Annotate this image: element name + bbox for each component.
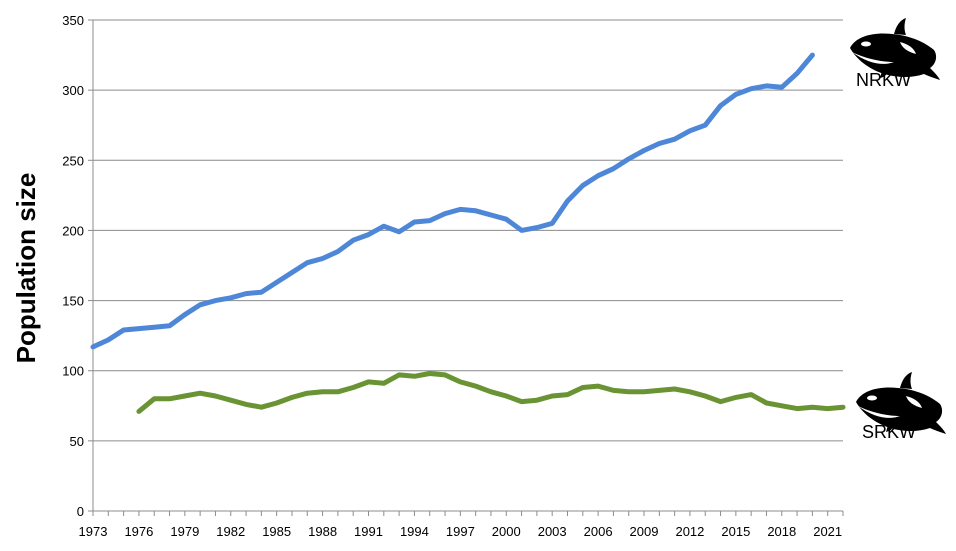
x-tick-label: 2021 (813, 524, 842, 539)
x-tick-label: 2018 (767, 524, 796, 539)
y-tick-labels: 0 50 100 150 200 250 300 350 (62, 13, 84, 519)
x-tick-label: 2009 (630, 524, 659, 539)
y-tick-label: 250 (62, 153, 84, 168)
y-tick-label: 50 (70, 434, 84, 449)
x-tick-label: 2015 (721, 524, 750, 539)
series-label-nrkw: NRKW (856, 70, 911, 90)
x-tick-label: 2006 (584, 524, 613, 539)
y-tick-label: 200 (62, 223, 84, 238)
x-tick-label: 1976 (124, 524, 153, 539)
y-axis-label: Population size (11, 173, 41, 364)
gridlines (93, 19, 843, 442)
y-tick-label: 350 (62, 13, 84, 28)
orca-icon-srkw (856, 372, 946, 434)
series-lines (90, 52, 846, 414)
series-line-nrkw (90, 52, 815, 350)
x-tick-label: 2000 (492, 524, 521, 539)
y-tick-label: 300 (62, 83, 84, 98)
x-tick-label: 1994 (400, 524, 429, 539)
x-tick-labels: 1973 1976 1979 1982 1985 1988 1991 1994 1997 2000… (79, 524, 843, 539)
axes (88, 19, 844, 516)
y-tick-label: 100 (62, 364, 84, 379)
x-tick-label: 1985 (262, 524, 291, 539)
x-tick-label: 1991 (354, 524, 383, 539)
x-tick-label: 2012 (675, 524, 704, 539)
orca-icon-nrkw (850, 18, 940, 80)
x-tick-label: 1973 (79, 524, 108, 539)
x-tick-label: 1982 (216, 524, 245, 539)
series-line-srkw (136, 371, 846, 414)
y-tick-label: 150 (62, 294, 84, 309)
x-tick-label: 1997 (446, 524, 475, 539)
series-label-srkw: SRKW (862, 422, 916, 442)
x-tick-label: 1979 (170, 524, 199, 539)
x-tick-label: 1988 (308, 524, 337, 539)
x-tick-label: 2003 (538, 524, 567, 539)
y-tick-label: 0 (77, 504, 84, 519)
